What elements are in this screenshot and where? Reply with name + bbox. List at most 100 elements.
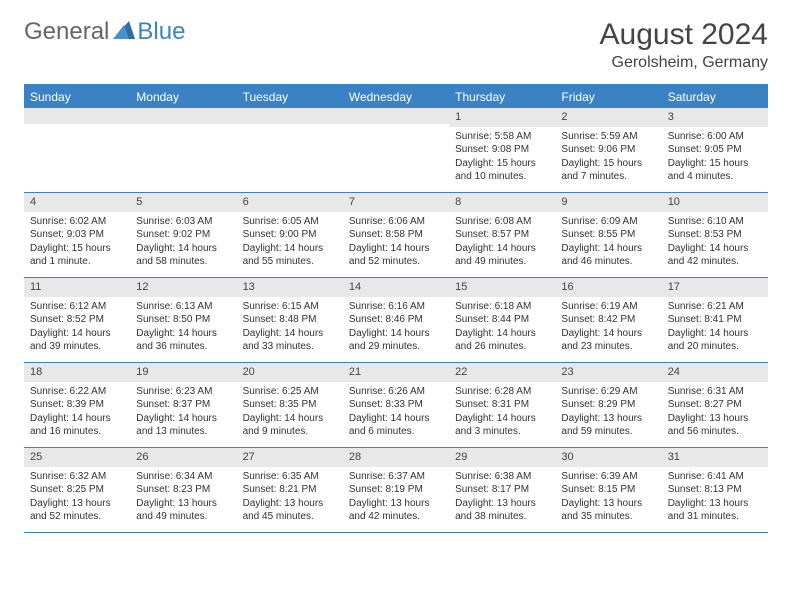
sunset-text: Sunset: 8:50 PM <box>136 313 230 327</box>
day-number: 11 <box>24 278 130 297</box>
sunset-text: Sunset: 8:44 PM <box>455 313 549 327</box>
sunrise-text: Sunrise: 6:25 AM <box>243 385 337 399</box>
sunrise-text: Sunrise: 6:41 AM <box>668 470 762 484</box>
day-number: 27 <box>237 448 343 467</box>
day-number: 8 <box>449 193 555 212</box>
day-cell: 14Sunrise: 6:16 AMSunset: 8:46 PMDayligh… <box>343 278 449 362</box>
sunset-text: Sunset: 8:35 PM <box>243 398 337 412</box>
day-number: 24 <box>662 363 768 382</box>
sunrise-text: Sunrise: 6:05 AM <box>243 215 337 229</box>
day-number: 2 <box>555 108 661 127</box>
daylight-text: Daylight: 14 hours and 20 minutes. <box>668 327 762 354</box>
daylight-text: Daylight: 14 hours and 55 minutes. <box>243 242 337 269</box>
sunset-text: Sunset: 8:29 PM <box>561 398 655 412</box>
sunset-text: Sunset: 8:46 PM <box>349 313 443 327</box>
daylight-text: Daylight: 13 hours and 35 minutes. <box>561 497 655 524</box>
week-row: 25Sunrise: 6:32 AMSunset: 8:25 PMDayligh… <box>24 448 768 533</box>
sunset-text: Sunset: 8:39 PM <box>30 398 124 412</box>
dow-monday: Monday <box>130 86 236 108</box>
sunset-text: Sunset: 8:57 PM <box>455 228 549 242</box>
day-number: 15 <box>449 278 555 297</box>
daylight-text: Daylight: 13 hours and 42 minutes. <box>349 497 443 524</box>
week-row: 4Sunrise: 6:02 AMSunset: 9:03 PMDaylight… <box>24 193 768 278</box>
sunrise-text: Sunrise: 6:28 AM <box>455 385 549 399</box>
day-cell: 7Sunrise: 6:06 AMSunset: 8:58 PMDaylight… <box>343 193 449 277</box>
day-body: Sunrise: 6:37 AMSunset: 8:19 PMDaylight:… <box>343 467 449 528</box>
logo-text-blue: Blue <box>137 18 185 46</box>
daylight-text: Daylight: 13 hours and 56 minutes. <box>668 412 762 439</box>
day-number: 13 <box>237 278 343 297</box>
day-body: Sunrise: 6:13 AMSunset: 8:50 PMDaylight:… <box>130 297 236 358</box>
daylight-text: Daylight: 14 hours and 46 minutes. <box>561 242 655 269</box>
day-number: 21 <box>343 363 449 382</box>
day-cell: 16Sunrise: 6:19 AMSunset: 8:42 PMDayligh… <box>555 278 661 362</box>
sunset-text: Sunset: 9:08 PM <box>455 143 549 157</box>
sunrise-text: Sunrise: 6:03 AM <box>136 215 230 229</box>
day-body: Sunrise: 6:21 AMSunset: 8:41 PMDaylight:… <box>662 297 768 358</box>
daylight-text: Daylight: 15 hours and 1 minute. <box>30 242 124 269</box>
day-number: 5 <box>130 193 236 212</box>
sunrise-text: Sunrise: 6:22 AM <box>30 385 124 399</box>
weeks-container: 1Sunrise: 5:58 AMSunset: 9:08 PMDaylight… <box>24 108 768 533</box>
daylight-text: Daylight: 14 hours and 26 minutes. <box>455 327 549 354</box>
day-number: 29 <box>449 448 555 467</box>
day-cell <box>24 108 130 192</box>
sunrise-text: Sunrise: 6:15 AM <box>243 300 337 314</box>
day-cell: 9Sunrise: 6:09 AMSunset: 8:55 PMDaylight… <box>555 193 661 277</box>
day-cell <box>343 108 449 192</box>
logo: General Blue <box>24 18 185 46</box>
day-number <box>24 108 130 124</box>
day-cell: 3Sunrise: 6:00 AMSunset: 9:05 PMDaylight… <box>662 108 768 192</box>
dow-tuesday: Tuesday <box>237 86 343 108</box>
day-cell: 19Sunrise: 6:23 AMSunset: 8:37 PMDayligh… <box>130 363 236 447</box>
day-number: 19 <box>130 363 236 382</box>
day-body: Sunrise: 6:23 AMSunset: 8:37 PMDaylight:… <box>130 382 236 443</box>
day-cell: 20Sunrise: 6:25 AMSunset: 8:35 PMDayligh… <box>237 363 343 447</box>
day-number: 20 <box>237 363 343 382</box>
sunrise-text: Sunrise: 6:06 AM <box>349 215 443 229</box>
day-body: Sunrise: 6:05 AMSunset: 9:00 PMDaylight:… <box>237 212 343 273</box>
sunset-text: Sunset: 8:53 PM <box>668 228 762 242</box>
day-cell: 23Sunrise: 6:29 AMSunset: 8:29 PMDayligh… <box>555 363 661 447</box>
day-cell <box>130 108 236 192</box>
day-body: Sunrise: 6:26 AMSunset: 8:33 PMDaylight:… <box>343 382 449 443</box>
day-number: 12 <box>130 278 236 297</box>
daylight-text: Daylight: 14 hours and 33 minutes. <box>243 327 337 354</box>
day-number: 26 <box>130 448 236 467</box>
day-body: Sunrise: 6:09 AMSunset: 8:55 PMDaylight:… <box>555 212 661 273</box>
day-number <box>343 108 449 124</box>
week-row: 18Sunrise: 6:22 AMSunset: 8:39 PMDayligh… <box>24 363 768 448</box>
day-body: Sunrise: 6:28 AMSunset: 8:31 PMDaylight:… <box>449 382 555 443</box>
day-cell: 30Sunrise: 6:39 AMSunset: 8:15 PMDayligh… <box>555 448 661 532</box>
day-body: Sunrise: 5:59 AMSunset: 9:06 PMDaylight:… <box>555 127 661 188</box>
day-body: Sunrise: 6:29 AMSunset: 8:29 PMDaylight:… <box>555 382 661 443</box>
day-cell: 18Sunrise: 6:22 AMSunset: 8:39 PMDayligh… <box>24 363 130 447</box>
day-number: 16 <box>555 278 661 297</box>
sunset-text: Sunset: 8:52 PM <box>30 313 124 327</box>
day-cell: 24Sunrise: 6:31 AMSunset: 8:27 PMDayligh… <box>662 363 768 447</box>
sunset-text: Sunset: 8:48 PM <box>243 313 337 327</box>
sunset-text: Sunset: 8:33 PM <box>349 398 443 412</box>
day-body: Sunrise: 6:25 AMSunset: 8:35 PMDaylight:… <box>237 382 343 443</box>
day-body: Sunrise: 6:22 AMSunset: 8:39 PMDaylight:… <box>24 382 130 443</box>
day-cell: 8Sunrise: 6:08 AMSunset: 8:57 PMDaylight… <box>449 193 555 277</box>
sunset-text: Sunset: 8:25 PM <box>30 483 124 497</box>
day-number: 17 <box>662 278 768 297</box>
sunset-text: Sunset: 8:21 PM <box>243 483 337 497</box>
daylight-text: Daylight: 14 hours and 36 minutes. <box>136 327 230 354</box>
sunrise-text: Sunrise: 6:10 AM <box>668 215 762 229</box>
daylight-text: Daylight: 13 hours and 49 minutes. <box>136 497 230 524</box>
dow-friday: Friday <box>555 86 661 108</box>
sunset-text: Sunset: 9:02 PM <box>136 228 230 242</box>
page-header: General Blue August 2024 Gerolsheim, Ger… <box>24 18 768 72</box>
sunset-text: Sunset: 8:42 PM <box>561 313 655 327</box>
day-cell: 31Sunrise: 6:41 AMSunset: 8:13 PMDayligh… <box>662 448 768 532</box>
day-number <box>130 108 236 124</box>
day-body: Sunrise: 6:34 AMSunset: 8:23 PMDaylight:… <box>130 467 236 528</box>
sunrise-text: Sunrise: 6:23 AM <box>136 385 230 399</box>
day-cell: 11Sunrise: 6:12 AMSunset: 8:52 PMDayligh… <box>24 278 130 362</box>
sunrise-text: Sunrise: 6:12 AM <box>30 300 124 314</box>
day-of-week-row: Sunday Monday Tuesday Wednesday Thursday… <box>24 86 768 108</box>
day-cell: 26Sunrise: 6:34 AMSunset: 8:23 PMDayligh… <box>130 448 236 532</box>
day-cell: 29Sunrise: 6:38 AMSunset: 8:17 PMDayligh… <box>449 448 555 532</box>
